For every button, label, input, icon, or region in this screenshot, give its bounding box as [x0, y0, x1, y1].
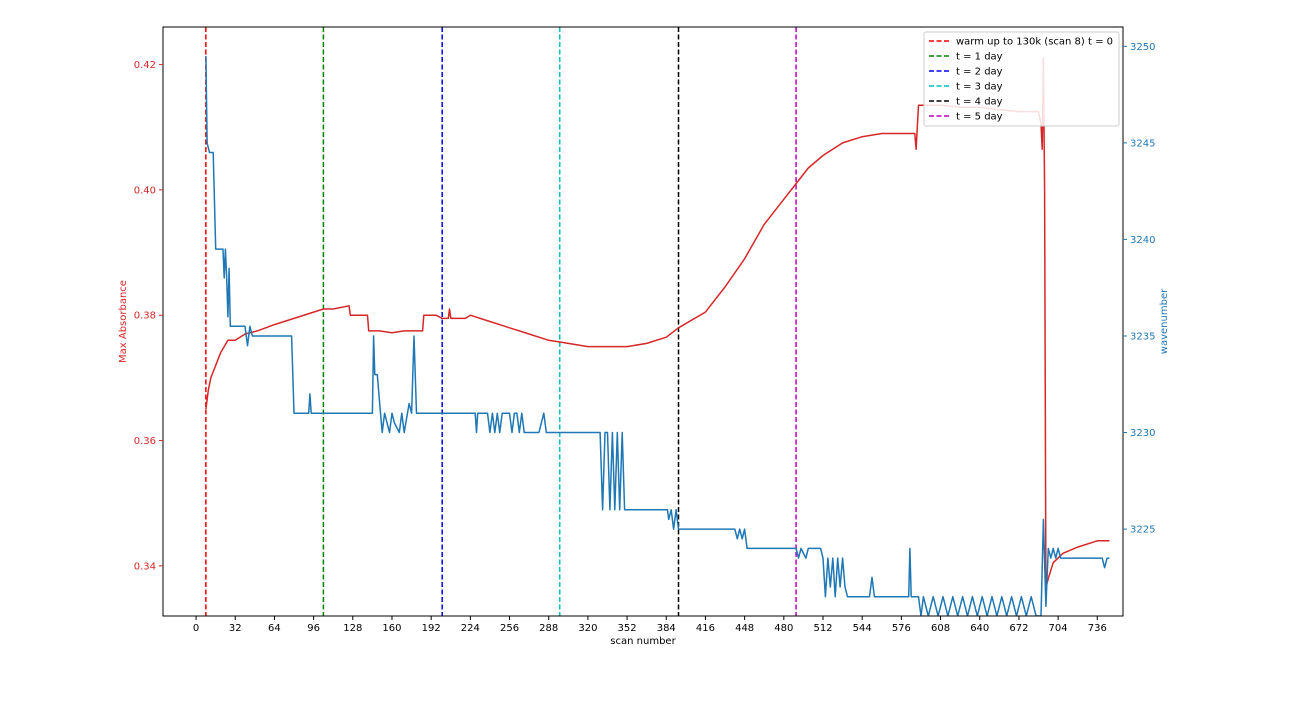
y-right-tick-label: 3230 [1130, 428, 1155, 439]
series-line-right [205, 55, 1110, 616]
legend-label: t = 4 day [956, 97, 1003, 108]
x-tick-label: 448 [735, 623, 754, 634]
legend-label: t = 1 day [956, 52, 1003, 63]
x-tick-label: 192 [422, 623, 441, 634]
legend-label: t = 3 day [956, 82, 1003, 93]
x-tick-label: 160 [382, 623, 401, 634]
legend-label: warm up to 130k (scan 8) t = 0 [956, 37, 1113, 48]
plot-area [205, 27, 1110, 616]
x-tick-label: 32 [229, 623, 242, 634]
x-tick-label: 288 [539, 623, 558, 634]
legend-label: t = 5 day [956, 112, 1003, 123]
y-right-tick-label: 3250 [1130, 42, 1155, 53]
x-tick-label: 224 [461, 623, 480, 634]
x-tick-label: 384 [657, 623, 676, 634]
y-left-tick-label: 0.36 [134, 436, 156, 447]
x-axis-label: scan number [610, 636, 676, 647]
y-right-tick-label: 3235 [1130, 331, 1155, 342]
x-tick-label: 608 [931, 623, 950, 634]
plot-frame [162, 26, 1124, 617]
legend-box [923, 31, 1120, 127]
y-right-axis-label: wavenumber [1159, 288, 1170, 354]
x-tick-label: 480 [774, 623, 793, 634]
series-line-left [205, 57, 1110, 589]
y-left-tick-label: 0.40 [134, 185, 156, 196]
y-left-tick-label: 0.34 [134, 561, 156, 572]
x-tick-label: 672 [1009, 623, 1028, 634]
x-tick-label: 352 [618, 623, 637, 634]
x-tick-label: 704 [1049, 623, 1068, 634]
x-tick-label: 128 [343, 623, 362, 634]
x-tick-label: 416 [696, 623, 715, 634]
y-right-tick-label: 3240 [1130, 235, 1155, 246]
y-left-tick-label: 0.42 [134, 60, 156, 71]
x-tick-label: 544 [853, 623, 872, 634]
x-tick-label: 64 [268, 623, 281, 634]
axes: 0 32 64 96 128 160 192 224 256 288 320 352 384 416 448… [118, 26, 1170, 647]
y-right-tick-label: 3225 [1130, 525, 1155, 536]
y-right-tick-label: 3245 [1130, 138, 1155, 149]
x-tick-label: 736 [1088, 623, 1107, 634]
legend: warm up to 130k (scan 8) t = 0 t = 1 day t… [923, 31, 1120, 127]
y-left-axis-label: Max Absorbance [118, 280, 129, 363]
x-tick-label: 576 [892, 623, 911, 634]
x-tick-label: 512 [813, 623, 832, 634]
x-tick-label: 96 [307, 623, 320, 634]
x-tick-label: 640 [970, 623, 989, 634]
x-tick-label: 256 [500, 623, 519, 634]
legend-label: t = 2 day [956, 67, 1003, 78]
x-tick-label: 0 [193, 623, 199, 634]
x-tick-label: 320 [578, 623, 597, 634]
y-left-tick-label: 0.38 [134, 311, 156, 322]
